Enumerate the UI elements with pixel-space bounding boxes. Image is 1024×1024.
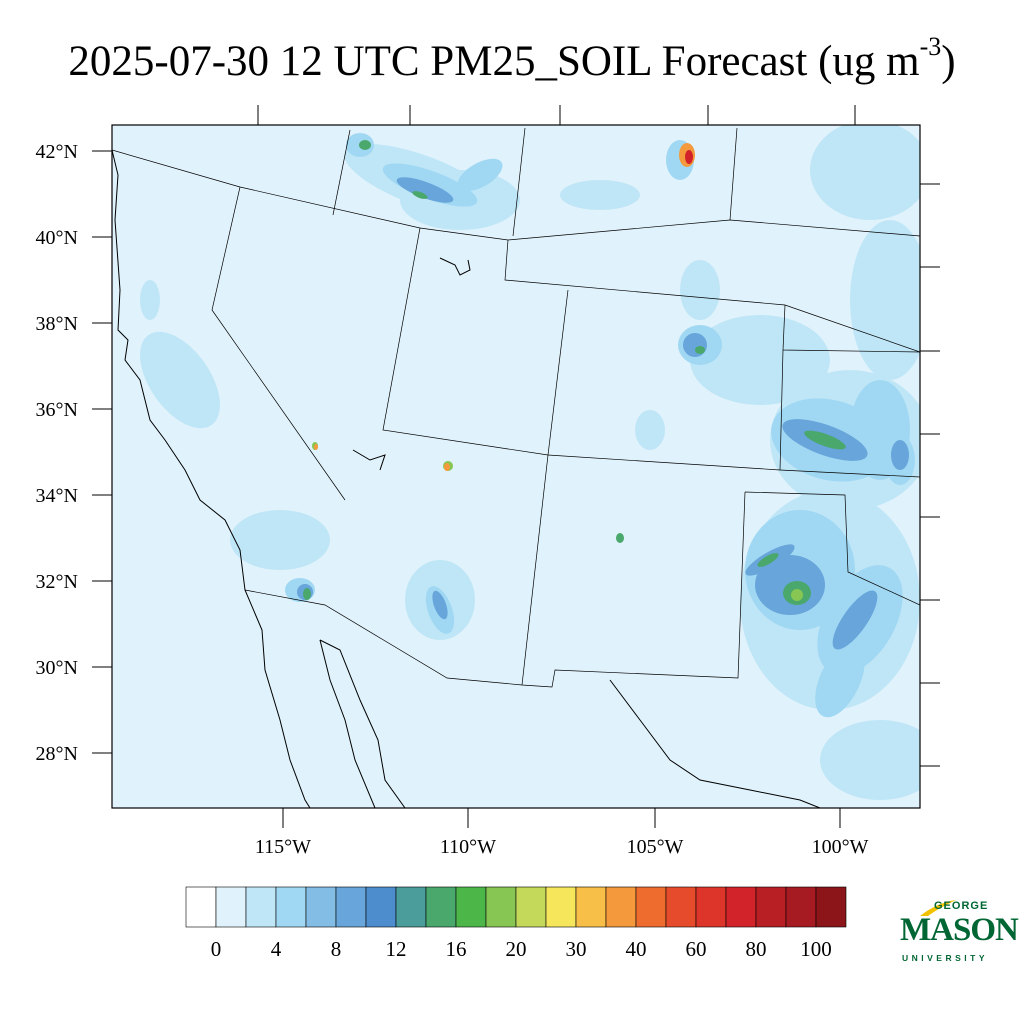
logo-top-text: GEORGE bbox=[934, 900, 989, 912]
colorbar-swatch bbox=[455, 886, 487, 928]
lat-label: 28°N bbox=[36, 743, 78, 765]
colorbar-swatch bbox=[425, 886, 457, 928]
title-exponent: -3 bbox=[919, 32, 942, 61]
colorbar-swatch bbox=[335, 886, 367, 928]
lat-label: 42°N bbox=[36, 141, 78, 163]
colorbar-swatch bbox=[245, 886, 277, 928]
lon-label: 100°W bbox=[812, 836, 869, 858]
plot-frame bbox=[111, 124, 921, 809]
colorbar-label: 60 bbox=[686, 937, 707, 961]
map-title: 2025-07-30 12 UTC PM25_SOIL Forecast (ug… bbox=[0, 32, 1024, 97]
coastlines bbox=[112, 149, 821, 808]
colorbar-swatch bbox=[635, 886, 667, 928]
colorbar-swatch bbox=[785, 886, 817, 928]
colorbar-label: 40 bbox=[626, 937, 647, 961]
lat-label: 34°N bbox=[36, 485, 78, 507]
lon-label: 115°W bbox=[255, 836, 311, 858]
colorbar-swatch bbox=[515, 886, 547, 928]
state-boundaries bbox=[112, 127, 920, 688]
colorbar-swatch bbox=[185, 886, 217, 928]
colorbar-label: 20 bbox=[506, 937, 527, 961]
lat-label: 40°N bbox=[36, 227, 78, 249]
colorbar-label: 30 bbox=[566, 937, 587, 961]
latitude-labels: 42°N 40°N 38°N 36°N 34°N 32°N 30°N 28°N bbox=[36, 141, 78, 765]
colorbar-swatch bbox=[605, 886, 637, 928]
left-ticks bbox=[92, 150, 112, 754]
colorbar-swatch bbox=[485, 886, 517, 928]
colorbar-swatch bbox=[395, 886, 427, 928]
colorbar-swatch bbox=[365, 886, 397, 928]
logo-swoosh-icon bbox=[920, 900, 956, 916]
right-ticks bbox=[920, 183, 940, 767]
lat-label: 36°N bbox=[36, 399, 78, 421]
lat-label: 32°N bbox=[36, 571, 78, 593]
colorbar-swatch bbox=[275, 886, 307, 928]
colorbar-swatch bbox=[815, 886, 847, 928]
colorbar-label: 8 bbox=[331, 937, 342, 961]
colorbar-swatch bbox=[305, 886, 337, 928]
lat-label: 38°N bbox=[36, 313, 78, 335]
colorbar-label: 100 bbox=[800, 937, 832, 961]
colorbar-swatch bbox=[725, 886, 757, 928]
colorbar-swatch bbox=[545, 886, 577, 928]
colorbar-label: 0 bbox=[211, 937, 222, 961]
logo-bottom-text: UNIVERSITY bbox=[902, 953, 989, 963]
lat-label: 30°N bbox=[36, 657, 78, 679]
colorbar-swatch bbox=[215, 886, 247, 928]
longitude-labels: 115°W 110°W 105°W 100°W bbox=[255, 836, 869, 858]
colorbar: 0 4 8 12 16 20 30 40 60 80 100 bbox=[185, 886, 847, 961]
colorbar-swatch bbox=[695, 886, 727, 928]
colorbar-label: 12 bbox=[386, 937, 407, 961]
colorbar-swatch bbox=[575, 886, 607, 928]
colorbar-swatch bbox=[755, 886, 787, 928]
colorbar-label: 4 bbox=[271, 937, 282, 961]
bottom-ticks bbox=[282, 808, 841, 828]
logo-main-text: MASON bbox=[900, 912, 1019, 948]
colorbar-swatch bbox=[665, 886, 697, 928]
top-ticks bbox=[257, 105, 856, 125]
colorbar-label: 16 bbox=[446, 937, 467, 961]
title-text: 2025-07-30 12 UTC PM25_SOIL Forecast (ug… bbox=[68, 38, 920, 85]
gmu-logo: GEORGE MASON UNIVERSITY bbox=[898, 898, 1019, 968]
title-close: ) bbox=[941, 38, 956, 85]
lon-label: 110°W bbox=[440, 836, 496, 858]
colorbar-label: 80 bbox=[746, 937, 767, 961]
lon-label: 105°W bbox=[627, 836, 684, 858]
